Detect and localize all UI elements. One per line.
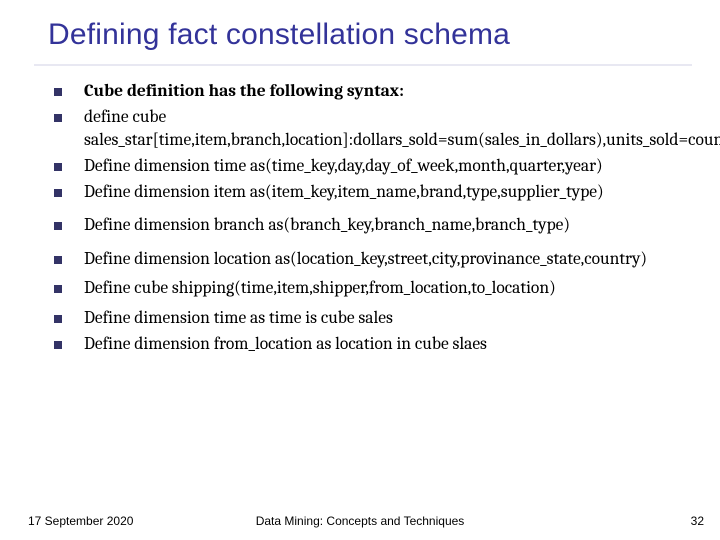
square-bullet-icon bbox=[54, 315, 62, 323]
slide-title: Defining fact constellation schema bbox=[0, 0, 720, 64]
bullet-text: Define dimension time as time is cube sa… bbox=[84, 307, 393, 331]
bullet-text: Define dimension from_location as locati… bbox=[84, 333, 487, 357]
bullet-item: Define dimension time as time is cube sa… bbox=[54, 307, 694, 331]
bullet-item: Define dimension location as(location_ke… bbox=[54, 248, 694, 272]
footer-page-number: 32 bbox=[691, 514, 704, 528]
bullet-text: Cube definition has the following syntax… bbox=[84, 80, 404, 104]
square-bullet-icon bbox=[54, 114, 62, 122]
bullet-item: Define dimension item as(item_key,item_n… bbox=[54, 181, 694, 205]
bullet-item: Cube definition has the following syntax… bbox=[54, 80, 694, 104]
bullet-text: Define dimension time as(time_key,day,da… bbox=[84, 155, 603, 179]
square-bullet-icon bbox=[54, 341, 62, 349]
square-bullet-icon bbox=[54, 163, 62, 171]
bullet-item: Define dimension time as(time_key,day,da… bbox=[54, 155, 694, 179]
square-bullet-icon bbox=[54, 189, 62, 197]
bullet-text: define cube sales_star[time,item,branch,… bbox=[84, 106, 720, 153]
bullet-item: Define dimension from_location as locati… bbox=[54, 333, 694, 357]
bullet-text: Define dimension item as(item_key,item_n… bbox=[84, 181, 604, 205]
square-bullet-icon bbox=[54, 256, 62, 264]
slide-footer: 17 September 2020 Data Mining: Concepts … bbox=[0, 514, 720, 528]
spacer bbox=[54, 240, 694, 248]
bullet-item: define cube sales_star[time,item,branch,… bbox=[54, 106, 694, 153]
footer-date: 17 September 2020 bbox=[28, 514, 133, 528]
footer-center: Data Mining: Concepts and Techniques bbox=[256, 514, 465, 528]
bullet-text: Define dimension branch as(branch_key,br… bbox=[84, 214, 570, 238]
bullet-list: Cube definition has the following syntax… bbox=[0, 66, 720, 356]
square-bullet-icon bbox=[54, 88, 62, 96]
square-bullet-icon bbox=[54, 285, 62, 293]
square-bullet-icon bbox=[54, 222, 62, 230]
bullet-text: Define cube shipping(time,item,shipper,f… bbox=[84, 277, 556, 301]
spacer bbox=[54, 206, 694, 214]
bullet-item: Define cube shipping(time,item,shipper,f… bbox=[54, 277, 694, 301]
bullet-text: Define dimension location as(location_ke… bbox=[84, 248, 647, 272]
bullet-item: Define dimension branch as(branch_key,br… bbox=[54, 214, 694, 238]
